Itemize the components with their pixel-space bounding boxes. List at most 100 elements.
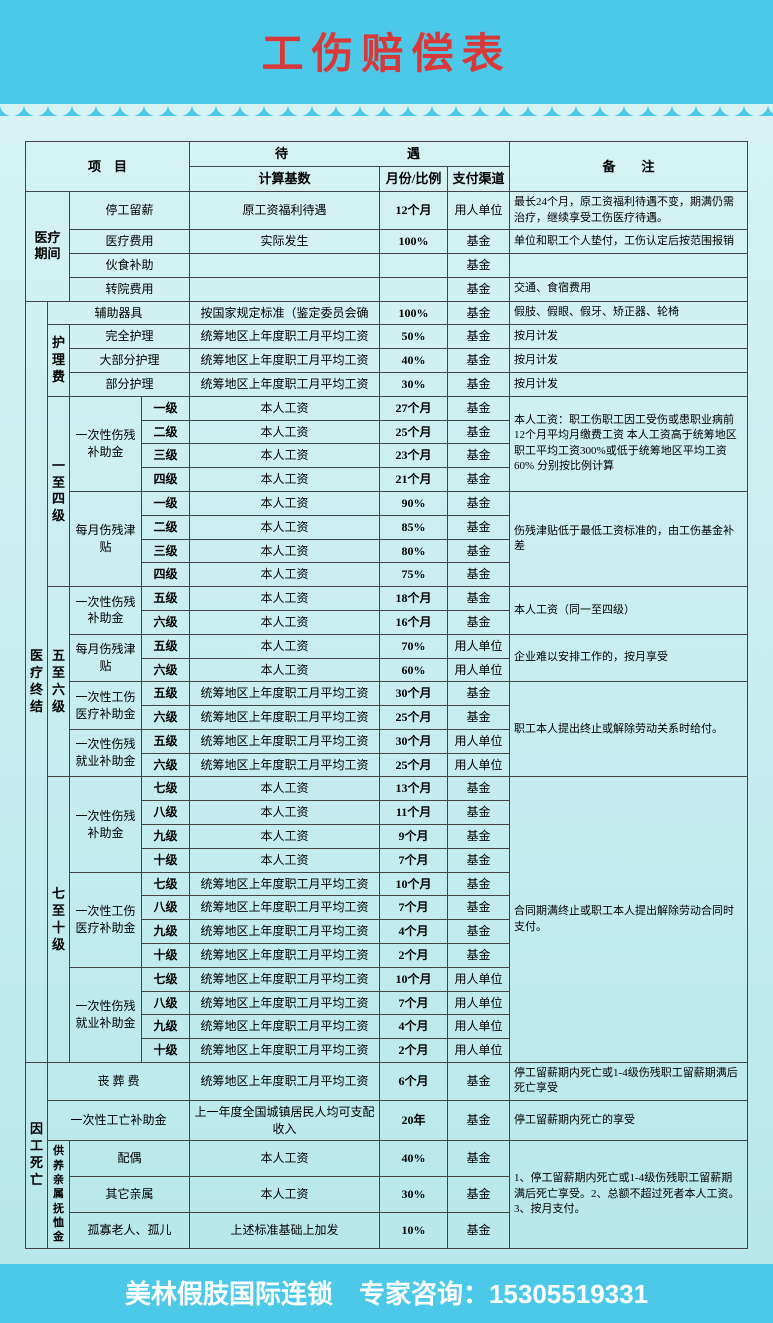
cell-base: 统筹地区上年度职工月平均工资 bbox=[190, 753, 380, 777]
cell-ratio: 90% bbox=[380, 491, 448, 515]
cell-ratio: 85% bbox=[380, 515, 448, 539]
table-row: 一次性工亡补助金 上一年度全国城镇居民人均可支配收入 20年 基金 停工留薪期内… bbox=[26, 1100, 748, 1141]
cell-ratio: 70% bbox=[380, 634, 448, 658]
cell-base: 本人工资 bbox=[190, 634, 380, 658]
cell-ratio: 80% bbox=[380, 539, 448, 563]
cell-pay: 用人单位 bbox=[448, 1039, 510, 1063]
sub-label: 每月伤残津贴 bbox=[70, 491, 142, 586]
cell-level: 一级 bbox=[142, 396, 190, 420]
cell-item: 丧 葬 费 bbox=[48, 1063, 190, 1101]
cell-ratio: 25个月 bbox=[380, 420, 448, 444]
cell-pay: 基金 bbox=[448, 587, 510, 611]
cell-base: 统筹地区上年度职工月平均工资 bbox=[190, 967, 380, 991]
table-row: 医疗期间 停工留薪 原工资福利待遇 12个月 用人单位 最长24个月，原工资福利… bbox=[26, 192, 748, 230]
cell-level: 六级 bbox=[142, 610, 190, 634]
cell-level: 四级 bbox=[142, 563, 190, 587]
cell-note: 本人工资：职工伤职工因工受伤或患职业病前12个月平均月缴费工资 本人工资高于统筹… bbox=[510, 396, 748, 491]
cell-ratio: 10个月 bbox=[380, 872, 448, 896]
cell-pay: 基金 bbox=[448, 277, 510, 301]
cell-ratio: 100% bbox=[380, 301, 448, 325]
cell-level: 八级 bbox=[142, 801, 190, 825]
sub-label: 每月伤残津贴 bbox=[70, 634, 142, 682]
cell-level: 十级 bbox=[142, 848, 190, 872]
cell-level: 三级 bbox=[142, 539, 190, 563]
cell-level: 七级 bbox=[142, 967, 190, 991]
cell-level: 八级 bbox=[142, 896, 190, 920]
cell-level: 一级 bbox=[142, 491, 190, 515]
cell-note: 停工留薪期内死亡或1-4级伤残职工留薪期满后死亡享受 bbox=[510, 1063, 748, 1101]
cell-note bbox=[510, 253, 748, 277]
sub-label: 一次性伤残就业补助金 bbox=[70, 967, 142, 1062]
cell-level: 九级 bbox=[142, 825, 190, 849]
th-calc-base: 计算基数 bbox=[190, 167, 380, 192]
cell-pay: 基金 bbox=[448, 944, 510, 968]
cell-level: 七级 bbox=[142, 777, 190, 801]
cell-pay: 基金 bbox=[448, 396, 510, 420]
cell-ratio: 16个月 bbox=[380, 610, 448, 634]
cell-pay: 基金 bbox=[448, 1212, 510, 1248]
section-work-death: 因工死亡 bbox=[26, 1063, 48, 1248]
cell-note: 假肢、假眼、假牙、矫正器、轮椅 bbox=[510, 301, 748, 325]
care-label: 护理费 bbox=[48, 325, 70, 396]
cell-note: 1、停工留薪期内死亡或1-4级伤残职工留薪期满后死亡享受。2、总额不超过死者本人… bbox=[510, 1141, 748, 1248]
header-row-1: 项 目 待 遇 备 注 bbox=[26, 142, 748, 167]
cell-base: 按国家规定标准（鉴定委员会确 bbox=[190, 301, 380, 325]
th-project: 项 目 bbox=[26, 142, 190, 192]
cell-level: 五级 bbox=[142, 682, 190, 706]
cell-ratio: 23个月 bbox=[380, 444, 448, 468]
cell-ratio: 11个月 bbox=[380, 801, 448, 825]
cell-pay: 基金 bbox=[448, 230, 510, 254]
cell-base: 实际发生 bbox=[190, 230, 380, 254]
cell-note: 按月计发 bbox=[510, 372, 748, 396]
cell-pay: 用人单位 bbox=[448, 1015, 510, 1039]
cell-pay: 用人单位 bbox=[448, 634, 510, 658]
cell-item: 大部分护理 bbox=[70, 349, 190, 373]
cell-pay: 基金 bbox=[448, 349, 510, 373]
cell-level: 五级 bbox=[142, 634, 190, 658]
cell-pay: 基金 bbox=[448, 801, 510, 825]
cell-item: 医疗费用 bbox=[70, 230, 190, 254]
cell-ratio: 18个月 bbox=[380, 587, 448, 611]
cell-note: 停工留薪期内死亡的享受 bbox=[510, 1100, 748, 1141]
cell-base bbox=[190, 277, 380, 301]
table-row: 一至四级 一次性伤残补助金 一级 本人工资 27个月 基金 本人工资：职工伤职工… bbox=[26, 396, 748, 420]
cell-base: 本人工资 bbox=[190, 515, 380, 539]
cell-ratio: 9个月 bbox=[380, 825, 448, 849]
section-medical-period: 医疗期间 bbox=[26, 192, 70, 301]
cell-ratio: 10% bbox=[380, 1212, 448, 1248]
cell-ratio: 27个月 bbox=[380, 396, 448, 420]
cell-base: 本人工资 bbox=[190, 587, 380, 611]
cell-pay: 基金 bbox=[448, 539, 510, 563]
cell-pay: 基金 bbox=[448, 896, 510, 920]
cell-pay: 基金 bbox=[448, 420, 510, 444]
cell-pay: 基金 bbox=[448, 1177, 510, 1213]
cell-item: 孤寡老人、孤儿 bbox=[70, 1212, 190, 1248]
cell-item: 辅助器具 bbox=[48, 301, 190, 325]
cell-pay: 基金 bbox=[448, 325, 510, 349]
cell-base: 统筹地区上年度职工月平均工资 bbox=[190, 372, 380, 396]
cell-pay: 基金 bbox=[448, 444, 510, 468]
cell-ratio: 21个月 bbox=[380, 468, 448, 492]
cell-item: 其它亲属 bbox=[70, 1177, 190, 1213]
cell-level: 六级 bbox=[142, 658, 190, 682]
cell-level: 九级 bbox=[142, 920, 190, 944]
cell-level: 十级 bbox=[142, 944, 190, 968]
cell-pay: 基金 bbox=[448, 610, 510, 634]
th-pay-channel: 支付渠道 bbox=[448, 167, 510, 192]
cell-item: 转院费用 bbox=[70, 277, 190, 301]
cell-pay: 用人单位 bbox=[448, 729, 510, 753]
cell-note: 本人工资（同一至四级） bbox=[510, 587, 748, 635]
cell-level: 五级 bbox=[142, 587, 190, 611]
cell-pay: 用人单位 bbox=[448, 658, 510, 682]
cell-base: 本人工资 bbox=[190, 1177, 380, 1213]
cell-ratio: 4个月 bbox=[380, 920, 448, 944]
cell-pay: 基金 bbox=[448, 468, 510, 492]
cell-note: 职工本人提出终止或解除劳动关系时给付。 bbox=[510, 682, 748, 777]
cell-level: 六级 bbox=[142, 753, 190, 777]
cell-base: 统筹地区上年度职工月平均工资 bbox=[190, 1063, 380, 1101]
cell-level: 五级 bbox=[142, 729, 190, 753]
table-row: 每月伤残津贴 五级本人工资70%用人单位 企业难以安排工作的，按月享受 bbox=[26, 634, 748, 658]
cell-ratio: 60% bbox=[380, 658, 448, 682]
cell-level: 二级 bbox=[142, 420, 190, 444]
cell-ratio: 7个月 bbox=[380, 991, 448, 1015]
